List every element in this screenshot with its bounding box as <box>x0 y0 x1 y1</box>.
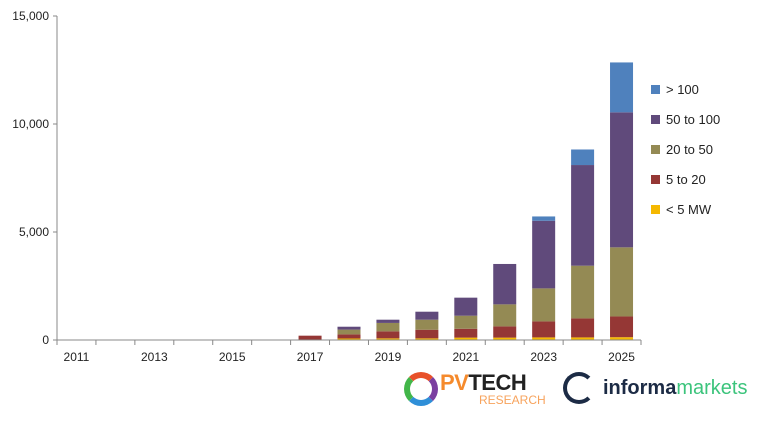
bar-segment-2023-50-to-100 <box>532 221 555 289</box>
y-tick-label: 5,000 <box>19 225 49 239</box>
legend-swatch <box>651 145 660 154</box>
legend-label: > 100 <box>666 82 699 97</box>
legend-label: 5 to 20 <box>666 172 706 187</box>
logo-pv: PV <box>440 370 468 395</box>
pvtech-research-logo: PVTECH RESEARCH <box>404 370 544 410</box>
bar-segment-2019-50-to-100 <box>376 320 399 323</box>
bar-segment-2017-5-to-20 <box>299 336 322 340</box>
legend-label: 50 to 100 <box>666 112 720 127</box>
legend-swatch <box>651 175 660 184</box>
legend-item: < 5 MW <box>651 186 720 232</box>
bar-segment-2018-20-to-50 <box>338 330 361 335</box>
bar-segment-2018-5-to-20 <box>338 334 361 338</box>
bar-segment-2025--100 <box>610 62 633 112</box>
bar-segment-2024--100 <box>571 149 594 165</box>
y-tick-label: 10,000 <box>12 117 49 131</box>
bar-segment-2024-50-to-100 <box>571 165 594 266</box>
legend-swatch <box>651 85 660 94</box>
bar-segment-2020-50-to-100 <box>415 312 438 320</box>
x-tick-label: 2017 <box>297 350 324 364</box>
logo-markets: markets <box>676 377 747 400</box>
y-tick-label: 0 <box>42 333 49 347</box>
bar-segment-2022-20-to-50 <box>493 304 516 326</box>
informa-markets-logo: informa markets <box>563 372 747 404</box>
bar-segment-2025-20-to-50 <box>610 247 633 316</box>
logo-tech: TECH <box>468 370 526 395</box>
x-tick-label: 2025 <box>608 350 635 364</box>
informa-ring-icon <box>563 372 595 404</box>
x-tick-label: 2011 <box>64 350 90 364</box>
bar-segment-2024-5-to-20 <box>571 318 594 337</box>
bar-segment-2023-20-to-50 <box>532 288 555 321</box>
bar-segment-2023--100 <box>532 216 555 220</box>
bar-segment-2023-5-to-20 <box>532 321 555 337</box>
bar-segment-2019-20-to-50 <box>376 323 399 331</box>
legend: > 100 50 to 100 20 to 50 5 to 20 < 5 MW <box>651 66 720 232</box>
bar-segment-2025-50-to-100 <box>610 112 633 247</box>
bar-segment-2021-50-to-100 <box>454 298 477 316</box>
legend-label: 20 to 50 <box>666 142 713 157</box>
y-tick-label: 15,000 <box>12 9 49 23</box>
x-tick-label: 2023 <box>530 350 557 364</box>
bar-segment-2024-20-to-50 <box>571 266 594 319</box>
legend-swatch <box>651 205 660 214</box>
bar-segment-2018-50-to-100 <box>338 327 361 330</box>
logo-informa: informa <box>603 377 676 400</box>
bar-segment-2019-5-to-20 <box>376 331 399 338</box>
bar-segment-2022-50-to-100 <box>493 264 516 304</box>
legend-label: < 5 MW <box>666 202 711 217</box>
logo-research: RESEARCH <box>479 393 546 407</box>
x-tick-label: 2019 <box>375 350 402 364</box>
pvtech-ring-icon <box>404 372 438 406</box>
bar-segment-2020-5-to-20 <box>415 330 438 339</box>
bar-segment-2022-5-to-20 <box>493 326 516 337</box>
bar-segment-2020-20-to-50 <box>415 320 438 330</box>
bar-segment-2025-5-to-20 <box>610 316 633 337</box>
bar-segment-2021-5-to-20 <box>454 329 477 338</box>
x-tick-label: 2015 <box>219 350 246 364</box>
x-tick-label: 2013 <box>141 350 168 364</box>
legend-swatch <box>651 115 660 124</box>
x-tick-label: 2021 <box>452 350 479 364</box>
bar-segment-2021-20-to-50 <box>454 316 477 329</box>
